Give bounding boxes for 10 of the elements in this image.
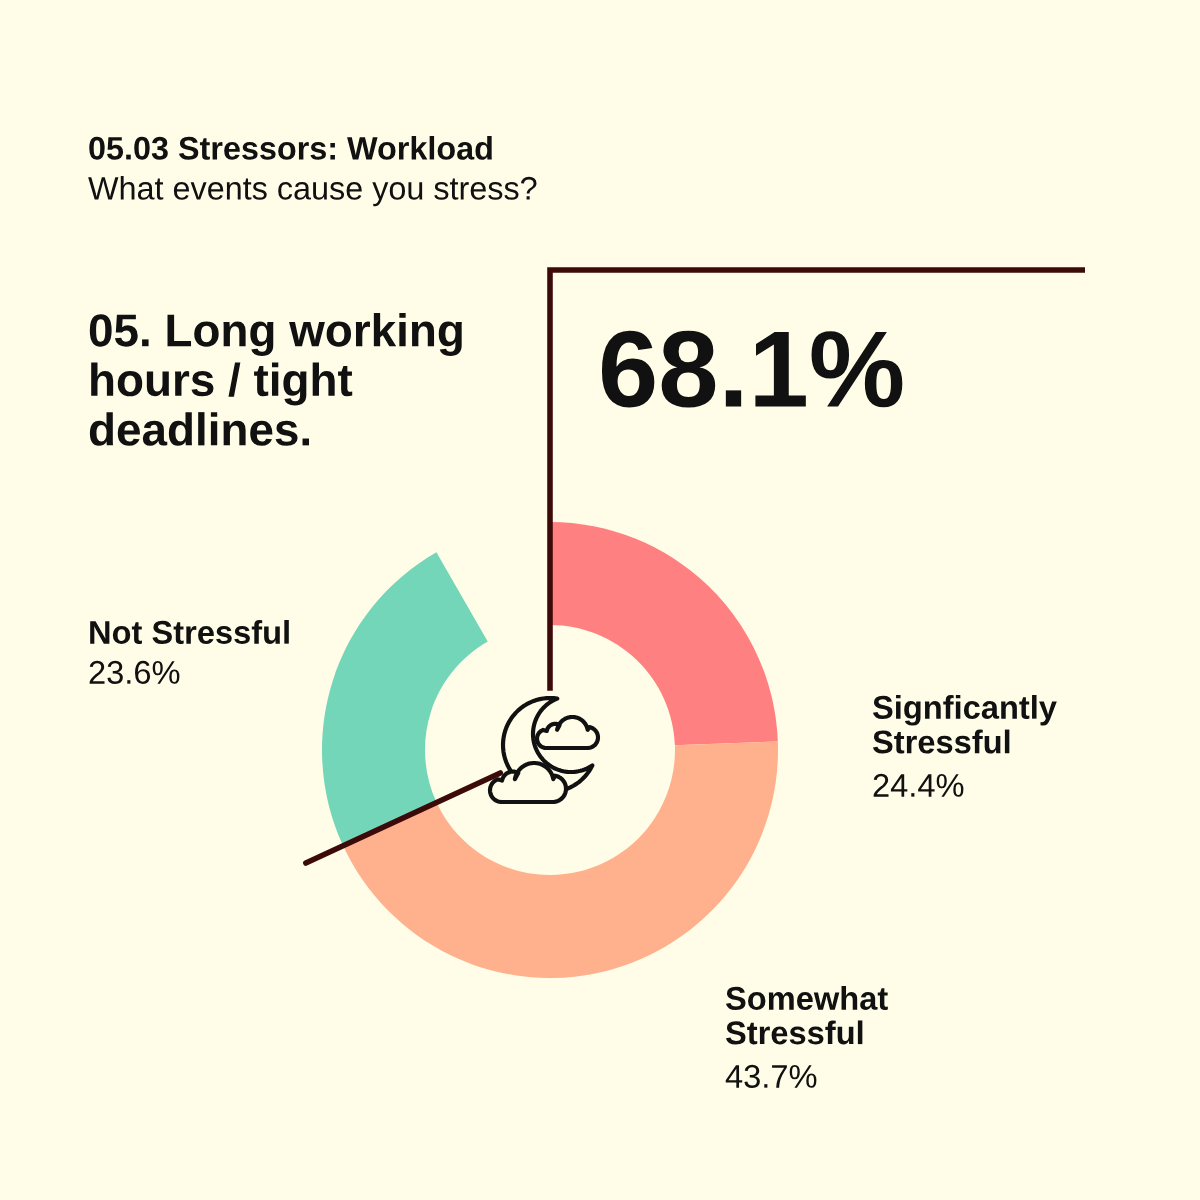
text: 05. Long working hours / tight deadlines.: [89, 313, 462, 446]
slice-label: Somewhat Stressful: [725, 986, 888, 1045]
chart-subtitle: What events cause you stress?: [88, 176, 537, 207]
chart-title: 05.03 Stressors: Workload: [89, 136, 492, 160]
text: 68.1%: [601, 330, 903, 408]
data-label: 23.6%: [89, 660, 180, 684]
slice-label: Signficantly Stressful: [872, 695, 1057, 754]
slice-label: Not Stressful: [90, 620, 289, 644]
data-label: 24.4%: [873, 773, 964, 797]
data-label: 43.7%: [725, 1064, 817, 1088]
